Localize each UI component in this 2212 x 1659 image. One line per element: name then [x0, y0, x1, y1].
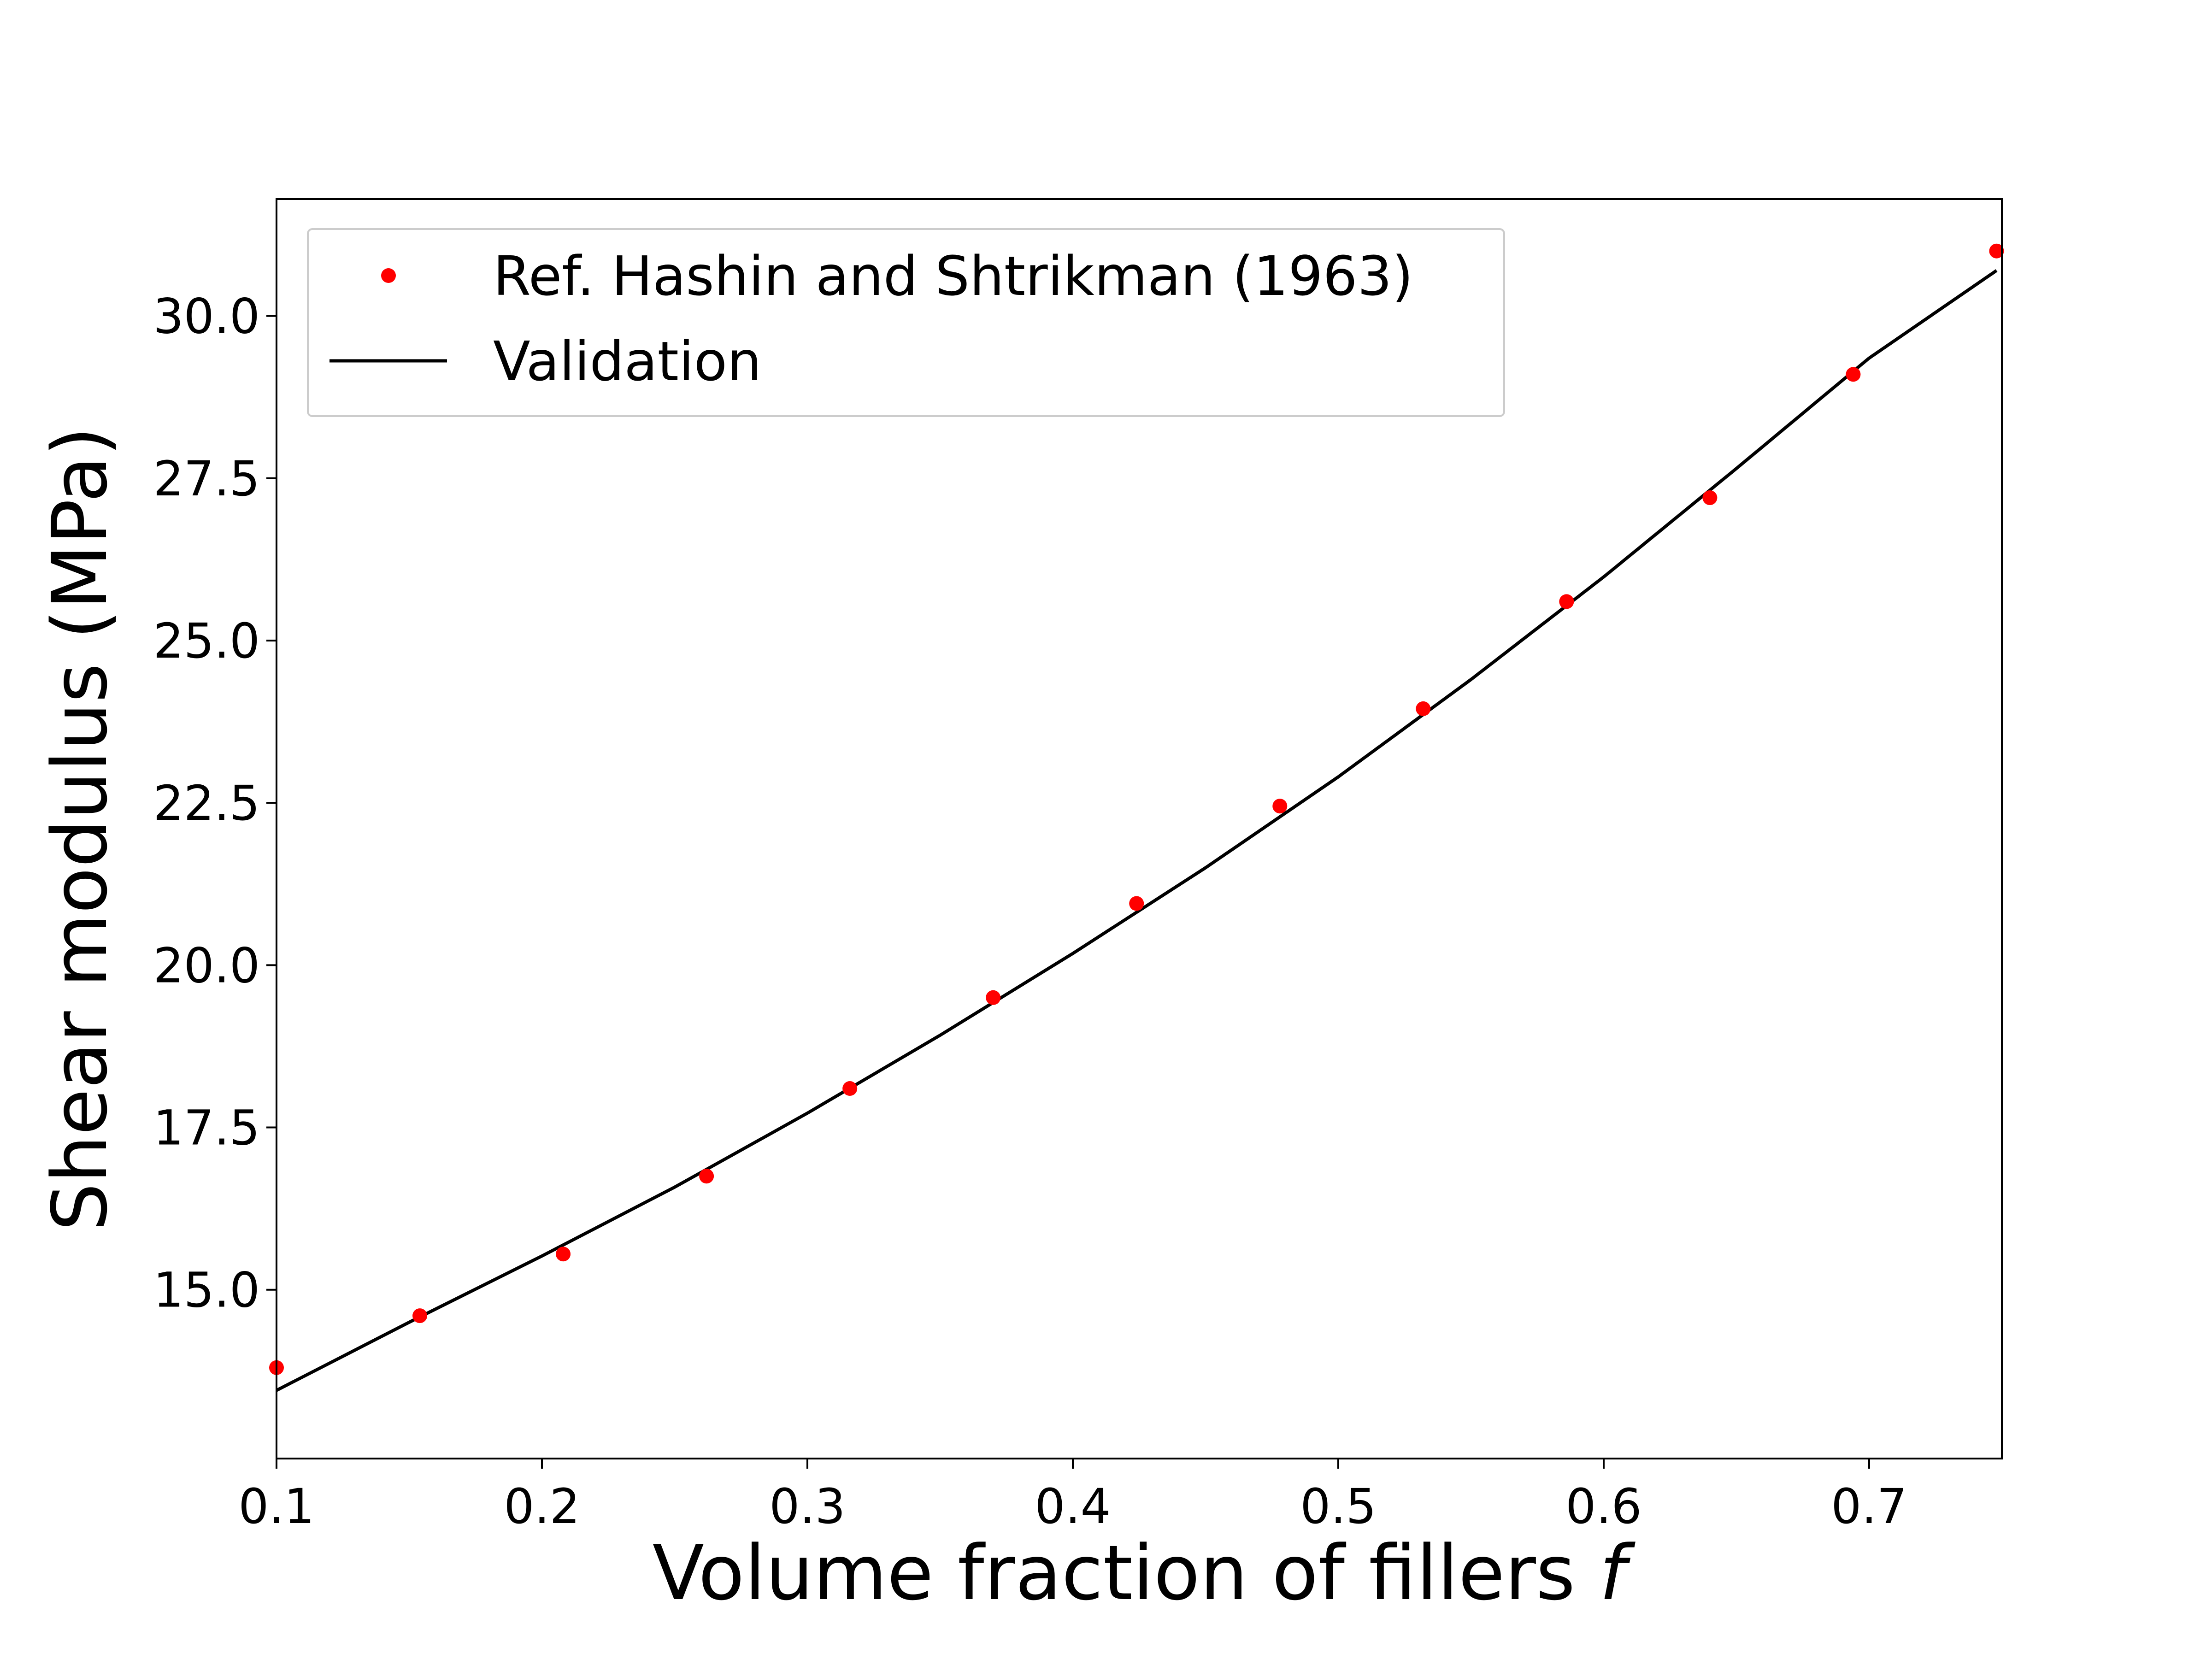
y-tick-label: 25.0	[153, 613, 260, 669]
legend-label-validation: Validation	[493, 329, 762, 393]
y-tick-label: 20.0	[153, 937, 260, 994]
x-tick-label: 0.3	[769, 1478, 845, 1535]
data-point-reference	[1272, 799, 1288, 814]
x-tick-label: 0.7	[1831, 1478, 1907, 1535]
legend-label-reference: Ref. Hashin and Shtrikman (1963)	[493, 244, 1413, 308]
x-tick-label: 0.1	[238, 1478, 314, 1535]
legend-box	[307, 228, 1505, 417]
data-point-reference	[1559, 594, 1574, 609]
data-point-reference	[1846, 367, 1861, 382]
legend-marker-reference	[381, 268, 396, 283]
data-point-reference	[412, 1308, 428, 1324]
x-tick-label: 0.6	[1565, 1478, 1641, 1535]
x-axis-label: Volume fraction of fillers f	[653, 1529, 1636, 1617]
x-axis-ticks: 0.1 0.2 0.3 0.4 0.5 0.6 0.7	[238, 1459, 1907, 1535]
data-point-reference	[556, 1247, 571, 1262]
data-point-reference	[699, 1169, 714, 1184]
series-line-validation	[276, 269, 1998, 1392]
y-tick-label: 30.0	[153, 288, 260, 345]
y-axis-ticks: 15.0 17.5 20.0 22.5 25.0 27.5 30.0	[153, 288, 276, 1318]
legend: Ref. Hashin and Shtrikman (1963) Validat…	[307, 228, 1505, 417]
y-axis-label: Shear modulus (MPa)	[36, 427, 124, 1231]
y-tick-label: 22.5	[153, 775, 260, 831]
y-tick-label: 17.5	[153, 1100, 260, 1156]
x-axis-label-var: f	[1599, 1529, 1635, 1617]
data-point-reference	[986, 990, 1001, 1005]
plot-marks	[269, 243, 2004, 1392]
data-point-reference	[1702, 490, 1718, 506]
x-tick-label: 0.4	[1035, 1478, 1111, 1535]
y-tick-label: 27.5	[153, 451, 260, 507]
data-point-reference	[1416, 701, 1431, 716]
plot-frame	[276, 198, 2003, 1459]
data-point-reference	[1129, 896, 1144, 911]
data-point-reference	[1989, 243, 2004, 259]
x-axis-label-text: Volume fraction of fillers	[653, 1529, 1576, 1617]
x-tick-label: 0.2	[504, 1478, 580, 1535]
x-tick-label: 0.5	[1300, 1478, 1376, 1535]
y-tick-label: 15.0	[153, 1262, 260, 1318]
data-point-reference	[842, 1081, 858, 1096]
